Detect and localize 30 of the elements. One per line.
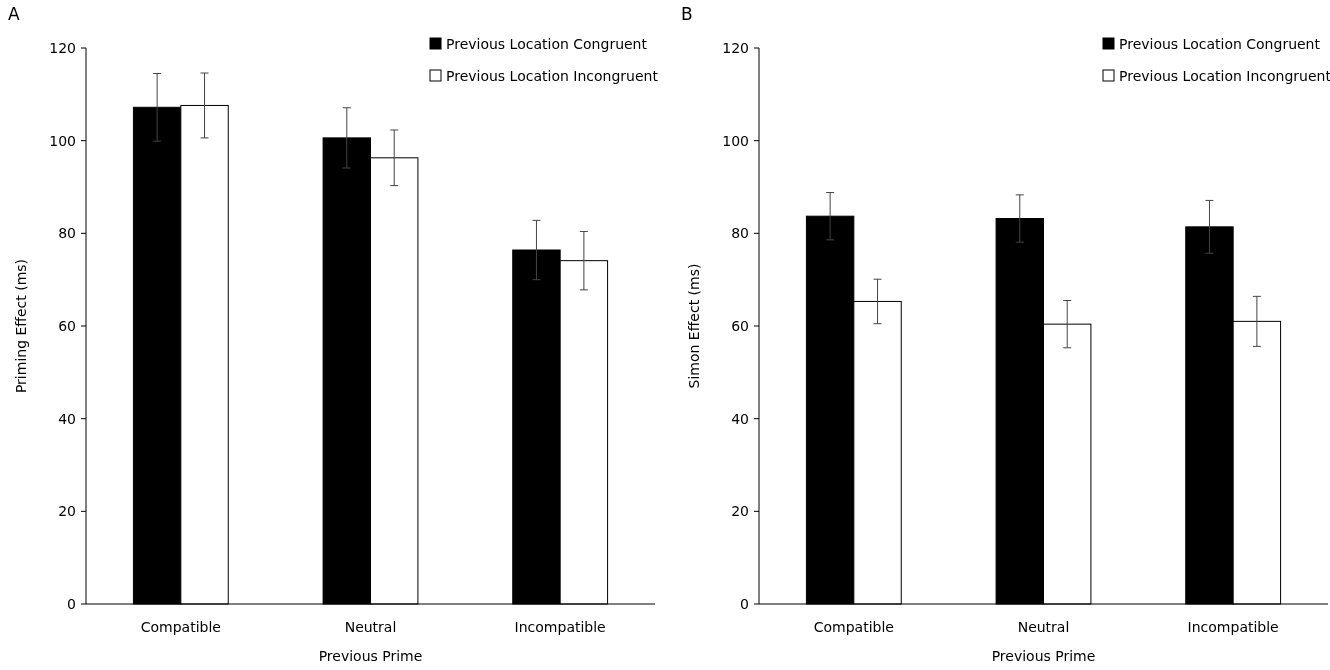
- x-tick-label: Compatible: [813, 619, 894, 635]
- y-tick-label: 0: [67, 595, 76, 612]
- y-tick-label: 80: [731, 225, 749, 242]
- x-tick-label: Neutral: [1017, 619, 1070, 635]
- x-tick-label: Incompatible: [514, 619, 606, 635]
- y-tick-label: 20: [58, 503, 76, 520]
- y-tick-label: 100: [722, 132, 749, 149]
- y-tick-label: 120: [49, 39, 76, 56]
- y-tick-label: 100: [49, 132, 76, 149]
- legend-label: Previous Location Congruent: [446, 35, 648, 52]
- x-axis-title: Previous Prime: [991, 648, 1096, 664]
- y-axis-title: Priming Effect (ms): [13, 258, 29, 394]
- y-tick-label: 120: [722, 39, 749, 56]
- x-axis-title: Previous Prime: [318, 648, 423, 664]
- chart-title: A: [8, 4, 20, 24]
- y-tick-label: 60: [58, 317, 76, 334]
- legend-label: Previous Location Incongruent: [446, 67, 659, 84]
- x-tick-label: Compatible: [140, 619, 221, 635]
- y-tick-label: 20: [731, 503, 749, 520]
- y-tick-label: 60: [731, 317, 749, 334]
- y-tick-label: 40: [731, 410, 749, 427]
- legend-label: Previous Location Congruent: [1119, 35, 1321, 52]
- x-tick-label: Incompatible: [1187, 619, 1279, 635]
- y-tick-label: 80: [58, 225, 76, 242]
- chart-title: B: [681, 4, 693, 24]
- y-axis-title: Simon Effect (ms): [686, 263, 702, 389]
- x-tick-label: Neutral: [344, 619, 397, 635]
- y-tick-label: 40: [58, 410, 76, 427]
- legend-label: Previous Location Incongruent: [1119, 67, 1330, 84]
- y-tick-label: 0: [740, 595, 749, 612]
